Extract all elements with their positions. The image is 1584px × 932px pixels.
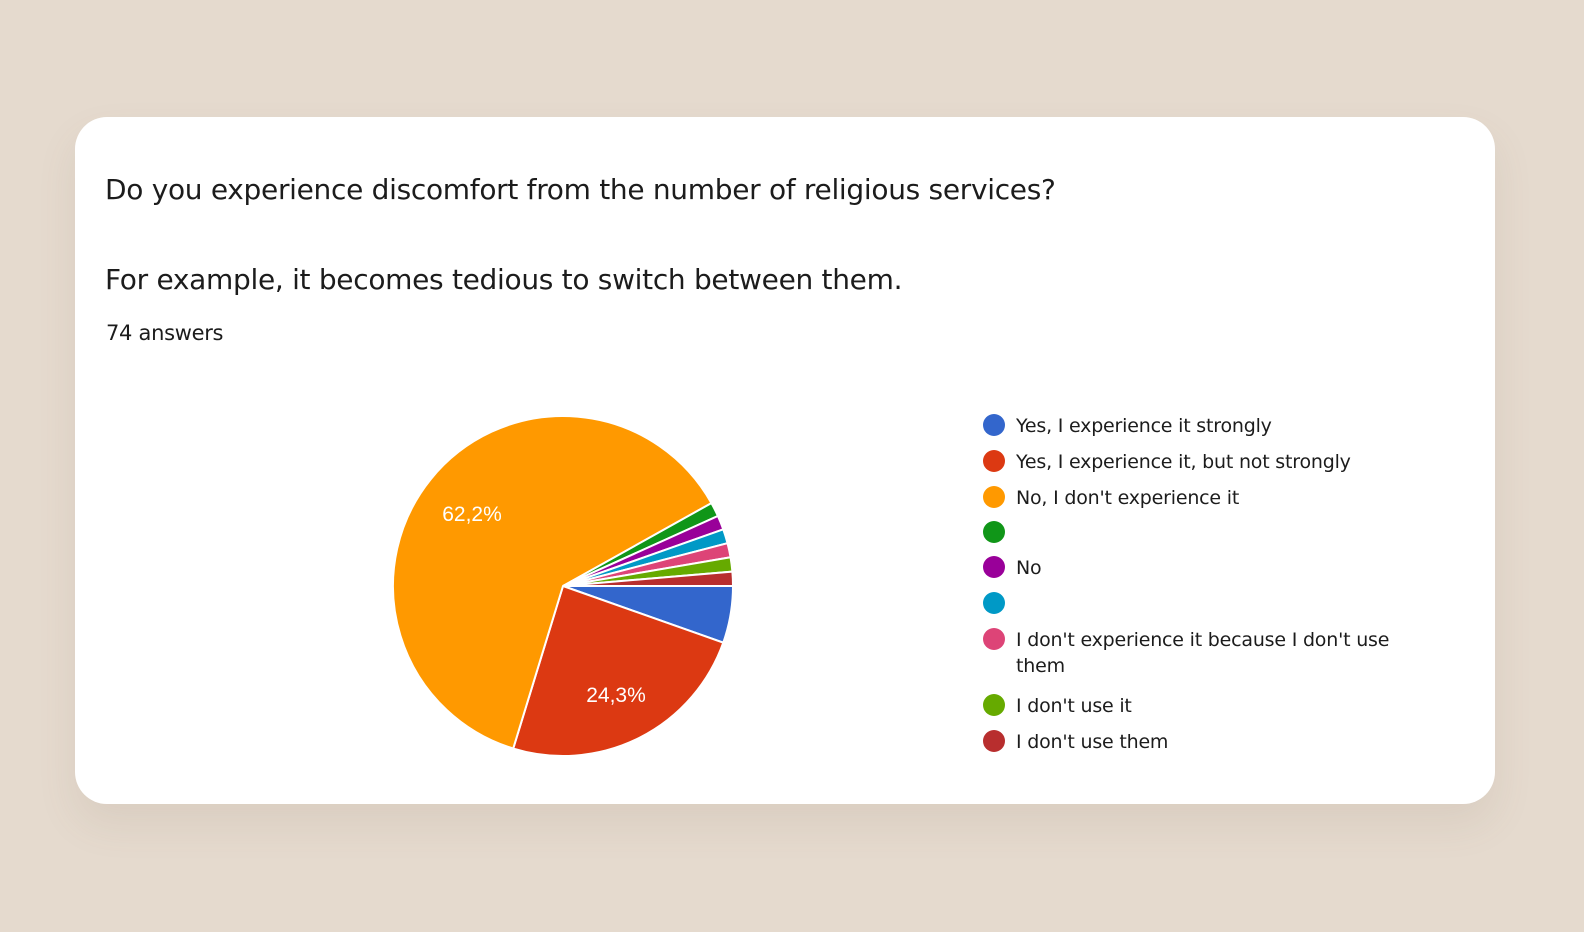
legend-dot-icon <box>983 592 1005 614</box>
pie-slice[interactable] <box>511 584 725 757</box>
legend-item[interactable]: I don't use it <box>983 693 1396 719</box>
answers-count: 74 answers <box>106 321 224 345</box>
legend-label: No, I don't experience it <box>1016 487 1240 509</box>
chart-card: Do you experience discomfort from the nu… <box>75 117 1495 804</box>
legend-dot-icon <box>983 521 1005 543</box>
legend-item[interactable]: Yes, I experience it, but not strongly <box>983 449 1396 475</box>
legend-label: Yes, I experience it, but not strongly <box>1016 451 1351 473</box>
question-title: Do you experience discomfort from the nu… <box>105 173 1056 206</box>
legend-dot-icon <box>983 628 1005 650</box>
legend-label: I don't experience it because I don't us… <box>1016 629 1390 677</box>
legend-dot-icon <box>983 486 1005 508</box>
legend-dot-icon <box>983 556 1005 578</box>
legend-label: I don't use it <box>1016 695 1132 717</box>
legend-item[interactable]: No <box>983 555 1396 581</box>
legend-label: Yes, I experience it strongly <box>1016 415 1272 437</box>
legend-item[interactable] <box>983 520 1396 543</box>
legend-dot-icon <box>983 694 1005 716</box>
legend-item[interactable]: No, I don't experience it <box>983 485 1396 511</box>
pie-slices <box>392 415 735 757</box>
pie-slice[interactable] <box>562 570 735 587</box>
legend-item[interactable]: I don't use them <box>983 729 1396 755</box>
legend-dot-icon <box>983 730 1005 752</box>
legend-item[interactable]: I don't experience it because I don't us… <box>983 627 1396 679</box>
legend-label: No <box>1016 557 1042 579</box>
legend-item[interactable] <box>983 591 1396 614</box>
slice-label-red: 24,3% <box>586 684 646 707</box>
slice-label-orange: 62,2% <box>442 503 502 526</box>
legend-label: I don't use them <box>1016 731 1169 753</box>
legend-dot-icon <box>983 414 1005 436</box>
legend-dot-icon <box>983 450 1005 472</box>
question-subtitle: For example, it becomes tedious to switc… <box>105 263 903 296</box>
pie-chart: 62,2% 24,3% <box>392 415 735 757</box>
legend-item[interactable]: Yes, I experience it strongly <box>983 413 1396 439</box>
pie-slice[interactable] <box>392 415 713 750</box>
